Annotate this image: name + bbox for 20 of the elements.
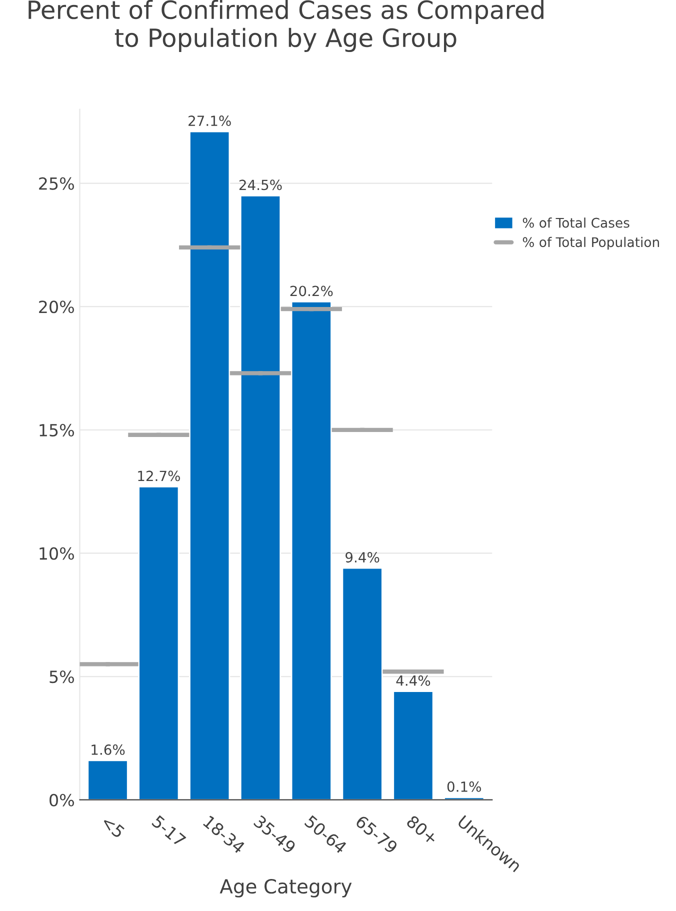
y-tick-label: 15%: [40, 424, 74, 436]
data-label: 0.1%: [447, 781, 482, 792]
legend-label: % of Total Cases: [522, 218, 630, 228]
data-label: 9.4%: [346, 552, 380, 563]
y-tick-label: 0%: [50, 794, 74, 806]
data-label: 12.7%: [138, 470, 180, 482]
legend-label: % of Total Population: [522, 236, 659, 250]
x-tick-label: 80+: [406, 814, 439, 846]
y-tick-label: 25%: [39, 177, 74, 190]
x-axis-title: Age Category: [220, 878, 352, 898]
data-label: 1.6%: [92, 744, 125, 755]
y-tick-label: 5%: [50, 670, 74, 684]
x-tick-label: <5: [100, 815, 126, 838]
y-tick-label: 20%: [39, 300, 74, 314]
data-label: 20.2%: [290, 286, 333, 296]
data-label: 24.5%: [239, 180, 282, 190]
y-tick-label: 10%: [40, 547, 74, 560]
chart-title: Percent of Confirmed Cases as Compared to Population by Age Group: [28, 0, 544, 52]
data-label: 4.4%: [396, 675, 430, 686]
data-label: 27.1%: [188, 116, 231, 126]
